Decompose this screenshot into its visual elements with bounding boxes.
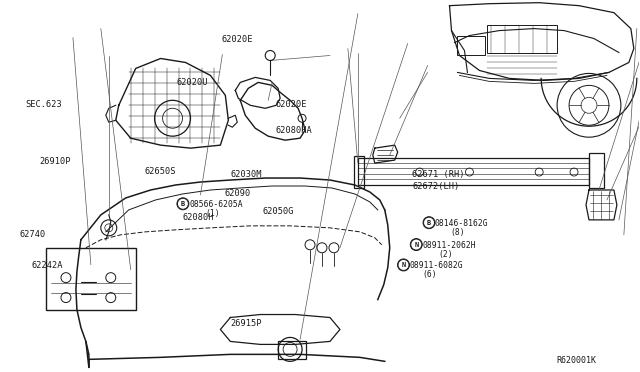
Text: R620001K: R620001K — [556, 356, 596, 365]
Circle shape — [398, 259, 409, 270]
Text: 62740: 62740 — [19, 230, 45, 239]
Text: 62671 (RH): 62671 (RH) — [412, 170, 465, 179]
Text: (1): (1) — [205, 209, 220, 218]
Circle shape — [397, 259, 410, 271]
Text: 08146-8162G: 08146-8162G — [435, 219, 488, 228]
Text: 62080H: 62080H — [183, 213, 214, 222]
Text: 62030M: 62030M — [231, 170, 262, 179]
Circle shape — [424, 217, 435, 228]
Circle shape — [410, 238, 422, 250]
Text: N: N — [414, 241, 419, 247]
Circle shape — [411, 239, 422, 250]
Text: 62650S: 62650S — [145, 167, 176, 176]
Text: (6): (6) — [422, 270, 436, 279]
Bar — [488, 25, 557, 52]
Circle shape — [423, 217, 435, 229]
Text: 08911-2062H: 08911-2062H — [422, 241, 476, 250]
Bar — [458, 36, 485, 55]
Text: 62050G: 62050G — [262, 208, 294, 217]
Text: B: B — [427, 220, 431, 226]
Bar — [278, 341, 306, 359]
Text: 62242A: 62242A — [32, 261, 63, 270]
Text: (2): (2) — [438, 250, 452, 259]
Text: 62090: 62090 — [225, 189, 251, 198]
Text: B: B — [180, 201, 185, 207]
Text: (8): (8) — [451, 228, 465, 237]
Text: 62672(LH): 62672(LH) — [412, 182, 460, 190]
Bar — [589, 153, 604, 188]
Text: SEC.623: SEC.623 — [26, 100, 62, 109]
Bar — [358, 158, 589, 185]
Text: 62020U: 62020U — [177, 78, 208, 87]
Text: 08911-6082G: 08911-6082G — [409, 261, 463, 270]
Bar — [354, 156, 364, 188]
Text: 26910P: 26910P — [40, 157, 71, 166]
Text: 62080HA: 62080HA — [275, 126, 312, 135]
Circle shape — [177, 198, 188, 209]
Text: 26915P: 26915P — [231, 319, 262, 328]
Bar — [46, 248, 136, 310]
Text: 62020E: 62020E — [221, 35, 253, 44]
Text: 08566-6205A: 08566-6205A — [189, 200, 243, 209]
Text: N: N — [401, 262, 406, 268]
Circle shape — [177, 198, 189, 210]
Text: 62020E: 62020E — [275, 100, 307, 109]
